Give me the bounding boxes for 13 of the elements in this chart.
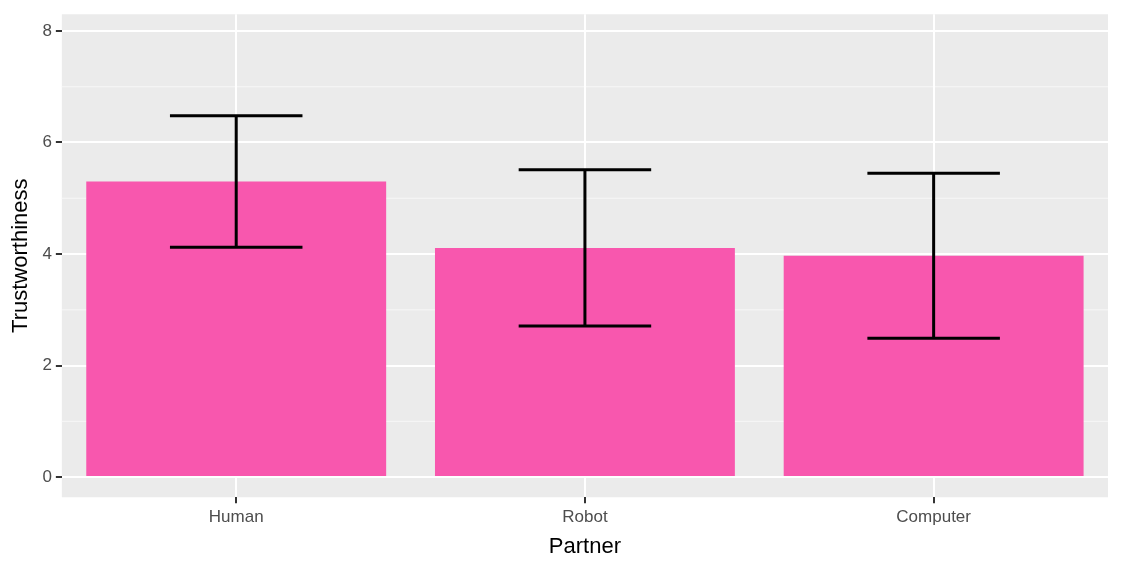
- y-axis-title: Trustworthiness: [7, 178, 33, 333]
- bar: [783, 255, 1084, 477]
- y-tick-label: 2: [42, 355, 52, 375]
- y-tick-label: 0: [42, 466, 52, 486]
- x-axis-title: Partner: [548, 532, 622, 558]
- x-tick-label: Human: [208, 507, 264, 527]
- y-tick-label: 8: [42, 20, 52, 40]
- bar: [86, 181, 387, 477]
- y-tick-label: 4: [42, 243, 52, 263]
- bar: [434, 247, 735, 477]
- x-tick-label: Computer: [896, 507, 972, 527]
- y-tick-label: 6: [42, 132, 52, 152]
- x-tick-label: Robot: [562, 507, 608, 527]
